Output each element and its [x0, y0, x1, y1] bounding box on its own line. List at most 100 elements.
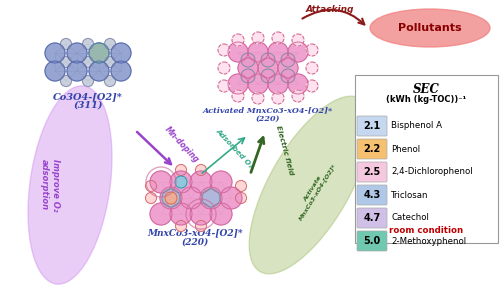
FancyBboxPatch shape — [355, 75, 498, 243]
Text: 5.0: 5.0 — [364, 236, 380, 246]
Circle shape — [306, 62, 318, 74]
Text: 2.2: 2.2 — [364, 144, 380, 154]
Text: 2.1: 2.1 — [364, 121, 380, 131]
Circle shape — [292, 34, 304, 46]
Circle shape — [89, 43, 109, 63]
Circle shape — [89, 43, 109, 63]
Circle shape — [228, 74, 248, 94]
Text: 2,4-Dichlorophenol: 2,4-Dichlorophenol — [391, 168, 472, 176]
Circle shape — [82, 39, 94, 49]
Text: Adsorbed O₂: Adsorbed O₂ — [215, 127, 254, 169]
Circle shape — [60, 39, 72, 49]
Circle shape — [67, 61, 87, 81]
Text: (kWh (kg-TOC))⁻¹: (kWh (kg-TOC))⁻¹ — [386, 95, 466, 104]
Circle shape — [146, 192, 156, 204]
Text: 2.5: 2.5 — [364, 167, 380, 177]
Circle shape — [45, 43, 65, 63]
Circle shape — [82, 76, 94, 86]
Circle shape — [160, 187, 182, 209]
Circle shape — [306, 80, 318, 92]
Circle shape — [228, 42, 248, 62]
Circle shape — [111, 43, 131, 63]
Circle shape — [111, 61, 131, 81]
Circle shape — [236, 192, 246, 204]
Circle shape — [268, 74, 288, 94]
Text: (311): (311) — [73, 101, 103, 110]
Circle shape — [220, 187, 242, 209]
Text: SEC: SEC — [413, 83, 440, 96]
Text: (220): (220) — [256, 115, 280, 123]
Circle shape — [196, 164, 206, 176]
Circle shape — [176, 221, 186, 231]
Circle shape — [170, 171, 192, 193]
Text: 4.7: 4.7 — [364, 213, 380, 223]
Text: Electric field: Electric field — [275, 124, 294, 176]
Text: Activate
MnxCo3-xO4-[O2]*: Activate MnxCo3-xO4-[O2]* — [293, 159, 337, 221]
Circle shape — [200, 187, 222, 209]
Text: Co3O4-[O2]*: Co3O4-[O2]* — [53, 92, 123, 101]
Circle shape — [278, 58, 298, 78]
Circle shape — [150, 203, 172, 225]
Text: 4.3: 4.3 — [364, 190, 380, 200]
Circle shape — [288, 74, 308, 94]
Text: 2-Methoxyphenol: 2-Methoxyphenol — [391, 237, 466, 245]
FancyBboxPatch shape — [357, 139, 387, 159]
Text: Attacking: Attacking — [306, 5, 354, 15]
Circle shape — [261, 53, 275, 67]
Circle shape — [176, 164, 186, 176]
Circle shape — [175, 176, 187, 188]
Ellipse shape — [28, 86, 112, 284]
Text: MnxCo3-xO4-[O2]*: MnxCo3-xO4-[O2]* — [147, 228, 243, 237]
Text: (220): (220) — [182, 238, 208, 247]
Circle shape — [232, 34, 244, 46]
Circle shape — [202, 189, 220, 207]
Circle shape — [210, 171, 232, 193]
Circle shape — [218, 80, 230, 92]
Circle shape — [241, 53, 255, 67]
Circle shape — [60, 76, 72, 86]
Text: Mn-doping: Mn-doping — [163, 125, 201, 165]
FancyBboxPatch shape — [357, 185, 387, 205]
Circle shape — [60, 57, 72, 67]
FancyBboxPatch shape — [357, 208, 387, 228]
Circle shape — [218, 44, 230, 56]
Text: Triclosan: Triclosan — [391, 190, 428, 200]
Circle shape — [272, 92, 284, 104]
Circle shape — [248, 74, 268, 94]
Circle shape — [180, 187, 202, 209]
Text: Catechol: Catechol — [391, 214, 429, 223]
Circle shape — [241, 69, 255, 83]
Circle shape — [292, 90, 304, 102]
Circle shape — [210, 203, 232, 225]
Circle shape — [288, 42, 308, 62]
Circle shape — [67, 43, 87, 63]
Circle shape — [170, 203, 192, 225]
Circle shape — [306, 44, 318, 56]
Circle shape — [190, 171, 212, 193]
Text: Phenol: Phenol — [391, 144, 420, 154]
Circle shape — [104, 76, 116, 86]
Circle shape — [252, 32, 264, 44]
Circle shape — [281, 69, 295, 83]
Circle shape — [89, 61, 109, 81]
Text: Activated MnxCo3-xO4-[O2]*: Activated MnxCo3-xO4-[O2]* — [203, 106, 333, 114]
Text: room condition: room condition — [390, 226, 464, 235]
Ellipse shape — [370, 9, 490, 47]
Circle shape — [104, 39, 116, 49]
Circle shape — [268, 42, 288, 62]
Circle shape — [82, 57, 94, 67]
Text: Improve O₂
adsorption: Improve O₂ adsorption — [40, 159, 60, 211]
Circle shape — [45, 61, 65, 81]
Circle shape — [236, 180, 246, 192]
Circle shape — [196, 221, 206, 231]
Text: Pollutants: Pollutants — [398, 23, 462, 33]
Text: Bisphenol A: Bisphenol A — [391, 122, 442, 130]
Ellipse shape — [249, 96, 371, 274]
FancyBboxPatch shape — [357, 162, 387, 182]
Circle shape — [190, 203, 212, 225]
FancyBboxPatch shape — [357, 231, 387, 251]
Circle shape — [232, 90, 244, 102]
Circle shape — [261, 69, 275, 83]
Circle shape — [146, 180, 156, 192]
Circle shape — [104, 57, 116, 67]
